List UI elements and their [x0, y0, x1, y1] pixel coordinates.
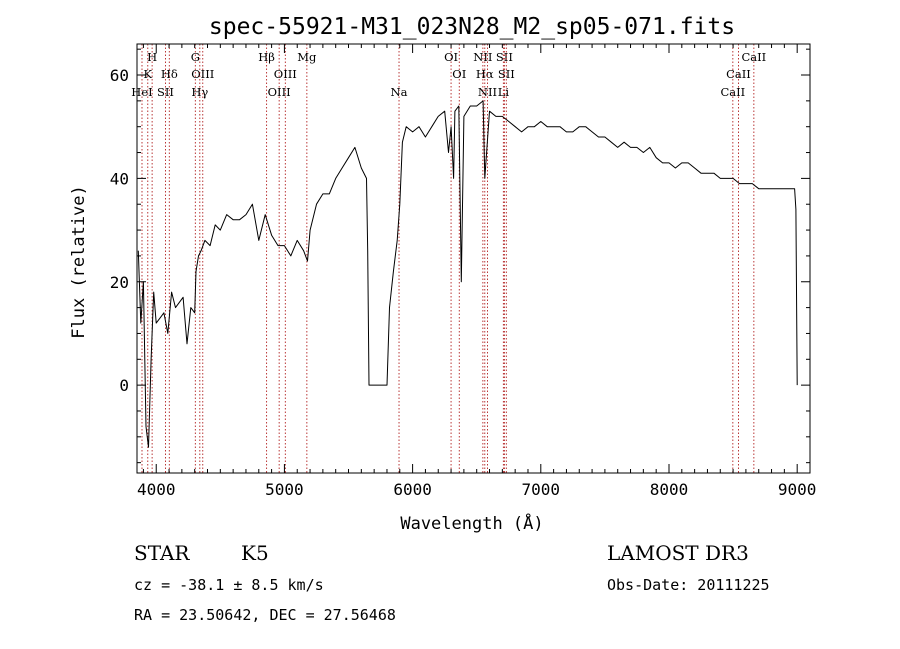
x-tick-label: 7000	[522, 480, 561, 499]
line-label: CaII	[741, 50, 766, 64]
line-label: Hβ	[258, 50, 275, 64]
line-label: OIII	[274, 67, 297, 81]
x-tick-label: 8000	[650, 480, 689, 499]
y-axis-label: Flux (relative)	[69, 185, 89, 339]
line-label: Mg	[297, 50, 317, 64]
line-label: HeI	[131, 85, 152, 99]
y-axis-ticks: 0 20 40 60	[110, 48, 810, 464]
line-label: OIII	[268, 85, 291, 99]
line-label: NII	[473, 50, 492, 64]
line-label: SII	[157, 85, 174, 99]
x-axis-ticks: 4000 5000 6000 7000 8000 9000	[137, 44, 816, 499]
coordinates-text: RA = 23.50642, DEC = 27.56468	[134, 606, 396, 624]
chart-title: spec-55921-M31_023N28_M2_sp05-071.fits	[209, 14, 735, 40]
object-class: STAR	[134, 541, 190, 565]
spectrum-line	[137, 100, 798, 448]
x-tick-label: 4000	[137, 480, 176, 499]
x-tick-label: 5000	[265, 480, 304, 499]
obs-date-text: Obs-Date: 20111225	[607, 576, 770, 594]
object-subclass: K5	[241, 541, 269, 565]
y-tick-label: 20	[110, 273, 129, 292]
plot-frame	[136, 43, 811, 474]
x-tick-label: 9000	[778, 480, 817, 499]
line-label: Na	[391, 85, 408, 99]
line-label: OI	[444, 50, 458, 64]
line-label: Hδ	[161, 67, 178, 81]
y-tick-label: 40	[110, 169, 129, 188]
line-label: CaII	[726, 67, 751, 81]
survey-label: LAMOST DR3	[607, 541, 749, 565]
line-label: Hα	[476, 67, 494, 81]
line-label: H	[147, 50, 157, 64]
line-label: Li	[498, 85, 510, 99]
y-tick-label: 0	[119, 376, 129, 395]
line-label: Hγ	[191, 85, 208, 99]
redshift-text: cz = -38.1 ± 8.5 km/s	[134, 576, 324, 594]
x-axis-label: Wavelength (Å)	[400, 512, 543, 534]
spectrum-series	[137, 100, 798, 448]
line-label: CaII	[720, 85, 745, 99]
line-label: G	[191, 50, 200, 64]
line-label: OI	[452, 67, 466, 81]
line-label: K	[143, 67, 152, 81]
line-label: SII	[498, 67, 515, 81]
x-tick-label: 6000	[393, 480, 432, 499]
line-label: NII	[478, 85, 497, 99]
y-tick-label: 60	[110, 66, 129, 85]
line-label: OIII	[191, 67, 214, 81]
line-label: SII	[496, 50, 513, 64]
